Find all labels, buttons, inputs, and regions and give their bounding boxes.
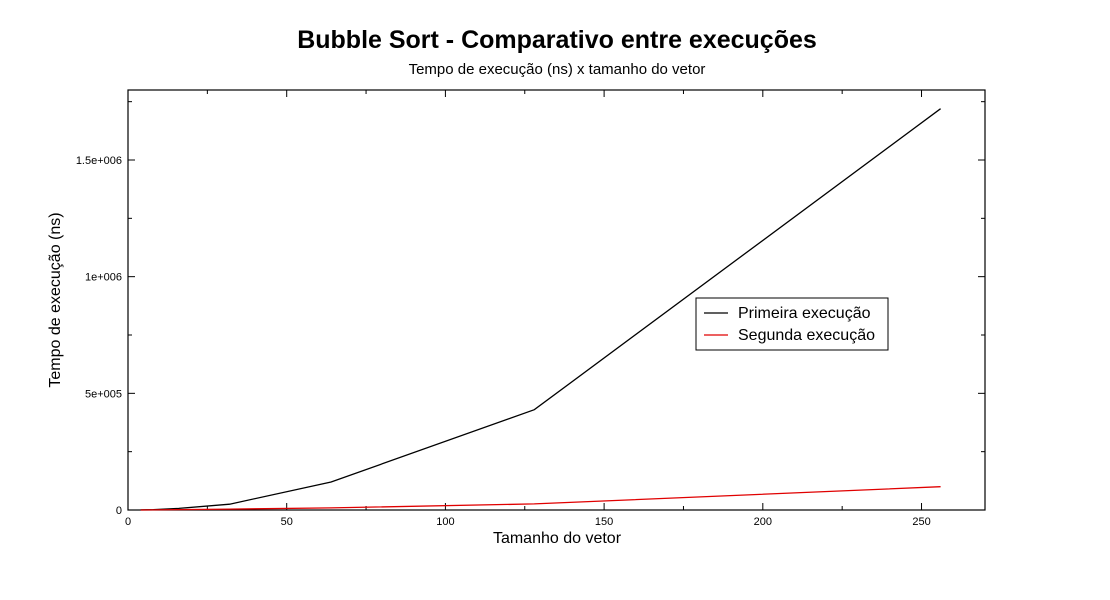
legend-label-segunda: Segunda execução [738,327,875,344]
series-line-1 [140,486,941,511]
legend: Primeira execução Segunda execução [695,297,889,351]
legend-label-primeira: Primeira execução [738,305,871,322]
plot-frame [127,89,986,511]
y-axis-label: Tempo de execução (ns) [47,212,64,387]
y-tick-label: 5e+005 [85,388,122,400]
y-tick-label: 1.5e+006 [76,155,122,167]
legend-box [695,297,889,351]
y-axis-ticks: 0 5e+005 1e+006 1.5e+006 [76,101,985,517]
y-tick-label: 0 [116,505,122,517]
x-axis-ticks: 0 50 100 150 200 250 [125,90,931,528]
x-tick-label: 200 [754,516,772,528]
series-layer [140,108,941,511]
x-tick-label: 100 [436,516,454,528]
y-tick-label: 1e+006 [85,272,122,284]
x-tick-label: 50 [281,516,293,528]
chart-subtitle: Tempo de execução (ns) x tamanho do veto… [409,61,706,78]
x-tick-label: 0 [125,516,131,528]
x-tick-label: 250 [912,516,930,528]
x-tick-label: 150 [595,516,613,528]
chart-title: Bubble Sort - Comparativo entre execuçõe… [297,26,817,54]
x-axis-label: Tamanho do vetor [493,530,622,547]
